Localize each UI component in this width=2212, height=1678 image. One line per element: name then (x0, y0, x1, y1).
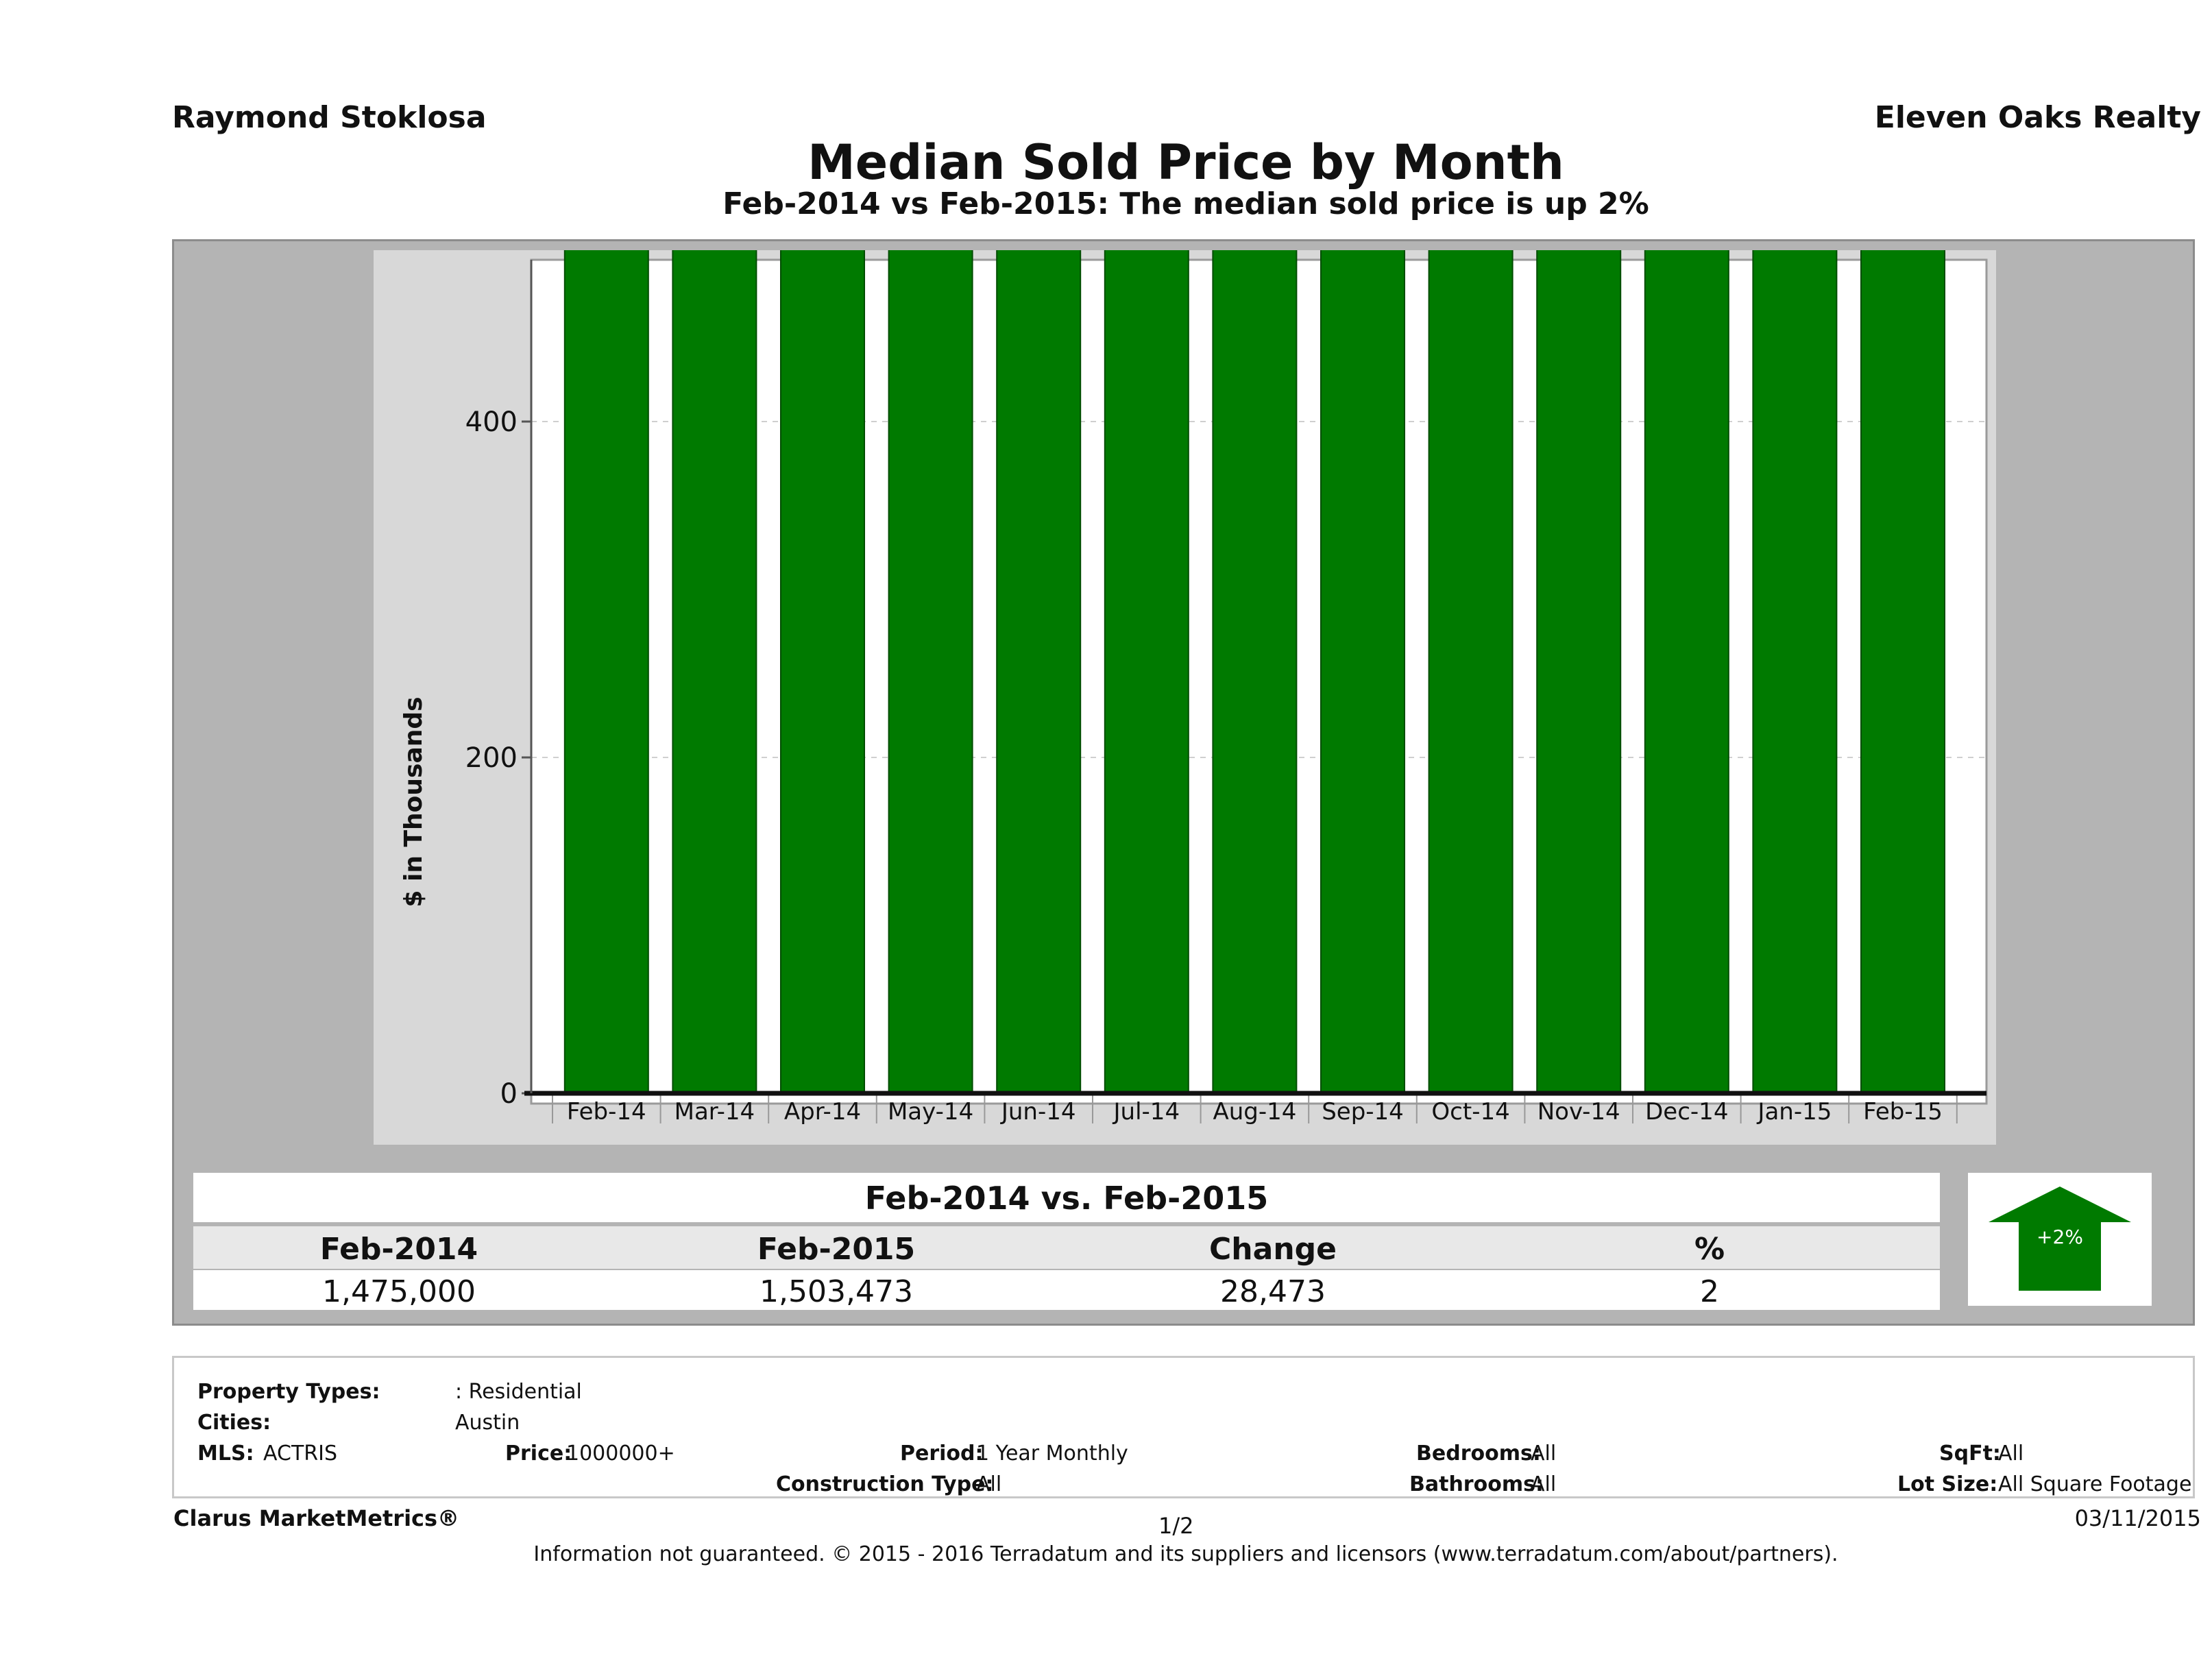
bar-nov-14 (1536, 250, 1622, 1094)
header-change: Change (1209, 1232, 1337, 1267)
bathrooms-label: Bathrooms: (1409, 1472, 1544, 1496)
x-tick-label: Mar-14 (674, 1098, 755, 1126)
bar-jul-14 (1104, 250, 1189, 1094)
comparison-title: Feb-2014 vs. Feb-2015 (864, 1180, 1269, 1217)
bathrooms-value: All (1531, 1472, 1557, 1496)
x-tick-label: Feb-15 (1863, 1098, 1943, 1126)
bar-dec-14 (1644, 250, 1729, 1094)
header-feb-2015: Feb-2015 (757, 1232, 916, 1267)
bar-apr-14 (780, 250, 865, 1094)
property-types-value: : Residential (455, 1380, 582, 1404)
period-value: 1 Year Monthly (976, 1442, 1128, 1466)
report-date: 03/11/2015 (2074, 1505, 2201, 1531)
x-tick-label: Jun-14 (1000, 1098, 1076, 1126)
x-tick-label: Nov-14 (1538, 1098, 1620, 1126)
sqft-label: SqFt: (1939, 1442, 2001, 1466)
chart-title: Median Sold Price by Month (807, 134, 1564, 191)
bedrooms-value: All (1531, 1442, 1557, 1466)
bar-chart: 02004006008001,0001,2001,4001,6001,8002,… (400, 250, 1988, 1126)
x-tick-label: Feb-14 (567, 1098, 646, 1126)
bar-mar-14 (672, 250, 757, 1094)
price-label: Price: (505, 1442, 572, 1466)
agent-name: Raymond Stoklosa (172, 100, 487, 135)
change-badge-label: +2% (2037, 1226, 2083, 1248)
x-tick-label: Aug-14 (1213, 1098, 1296, 1126)
mls-value: ACTRIS (263, 1442, 338, 1466)
cities-value: Austin (455, 1411, 520, 1435)
cities-label: Cities: (197, 1411, 271, 1435)
bar-jan-15 (1752, 250, 1838, 1094)
comparison-value-row: 1,475,000 1,503,473 28,473 2 (193, 1270, 1940, 1310)
construction-type-label: Construction Type: (776, 1472, 994, 1496)
bedrooms-label: Bedrooms: (1416, 1442, 1541, 1466)
bar-aug-14 (1212, 250, 1298, 1094)
value-change: 28,473 (1220, 1274, 1326, 1309)
bar-may-14 (888, 250, 973, 1094)
header-percent: % (1694, 1232, 1725, 1267)
value-feb-2014: 1,475,000 (322, 1274, 476, 1309)
y-tick-label: 0 (500, 1078, 518, 1110)
bar-jun-14 (996, 250, 1082, 1094)
sqft-value: All (1998, 1442, 2024, 1466)
x-tick-label: Apr-14 (784, 1098, 861, 1126)
construction-type-value: All (976, 1472, 1002, 1496)
x-tick-label: Jan-15 (1756, 1098, 1832, 1126)
property-types-label: Property Types: (197, 1380, 380, 1404)
comparison-header-row: Feb-2014 Feb-2015 Change % (193, 1226, 1940, 1269)
period-label: Period: (900, 1442, 984, 1466)
lot-size-label: Lot Size: (1897, 1472, 1998, 1496)
chart-subtitle: Feb-2014 vs Feb-2015: The median sold pr… (722, 186, 1649, 221)
lot-size-value: All Square Footage (1998, 1472, 2192, 1496)
change-badge: +2% (1968, 1173, 2152, 1306)
price-value: 1000000+ (566, 1442, 675, 1466)
bar-sep-14 (1320, 250, 1405, 1094)
bar-feb-15 (1860, 250, 1945, 1094)
search-criteria: Property Types: : Residential Cities: Au… (172, 1356, 2195, 1498)
x-tick-label: Jul-14 (1113, 1098, 1180, 1126)
y-tick-label: 200 (465, 742, 518, 774)
disclaimer: Information not guaranteed. © 2015 - 201… (533, 1542, 1838, 1566)
page-number: 1/2 (1158, 1513, 1194, 1539)
y-axis-label: $ in Thousands (400, 696, 428, 907)
value-percent: 2 (1700, 1274, 1719, 1309)
y-tick-label: 400 (465, 406, 518, 438)
bar-oct-14 (1428, 250, 1514, 1094)
footer-brand: Clarus MarketMetrics® (173, 1505, 460, 1531)
header-feb-2014: Feb-2014 (319, 1232, 478, 1267)
x-tick-label: May-14 (888, 1098, 973, 1126)
x-tick-label: Dec-14 (1645, 1098, 1728, 1126)
bar-feb-14 (563, 250, 649, 1094)
x-tick-label: Oct-14 (1431, 1098, 1509, 1126)
x-tick-label: Sep-14 (1322, 1098, 1404, 1126)
value-feb-2015: 1,503,473 (759, 1274, 913, 1309)
comparison-title-row: Feb-2014 vs. Feb-2015 (193, 1173, 1940, 1222)
comparison-table: Feb-2014 vs. Feb-2015 Feb-2014 Feb-2015 … (193, 1173, 1940, 1313)
up-arrow-icon: +2% (1989, 1187, 2131, 1291)
brokerage-name: Eleven Oaks Realty (1874, 100, 2201, 135)
mls-label: MLS: (197, 1442, 254, 1466)
